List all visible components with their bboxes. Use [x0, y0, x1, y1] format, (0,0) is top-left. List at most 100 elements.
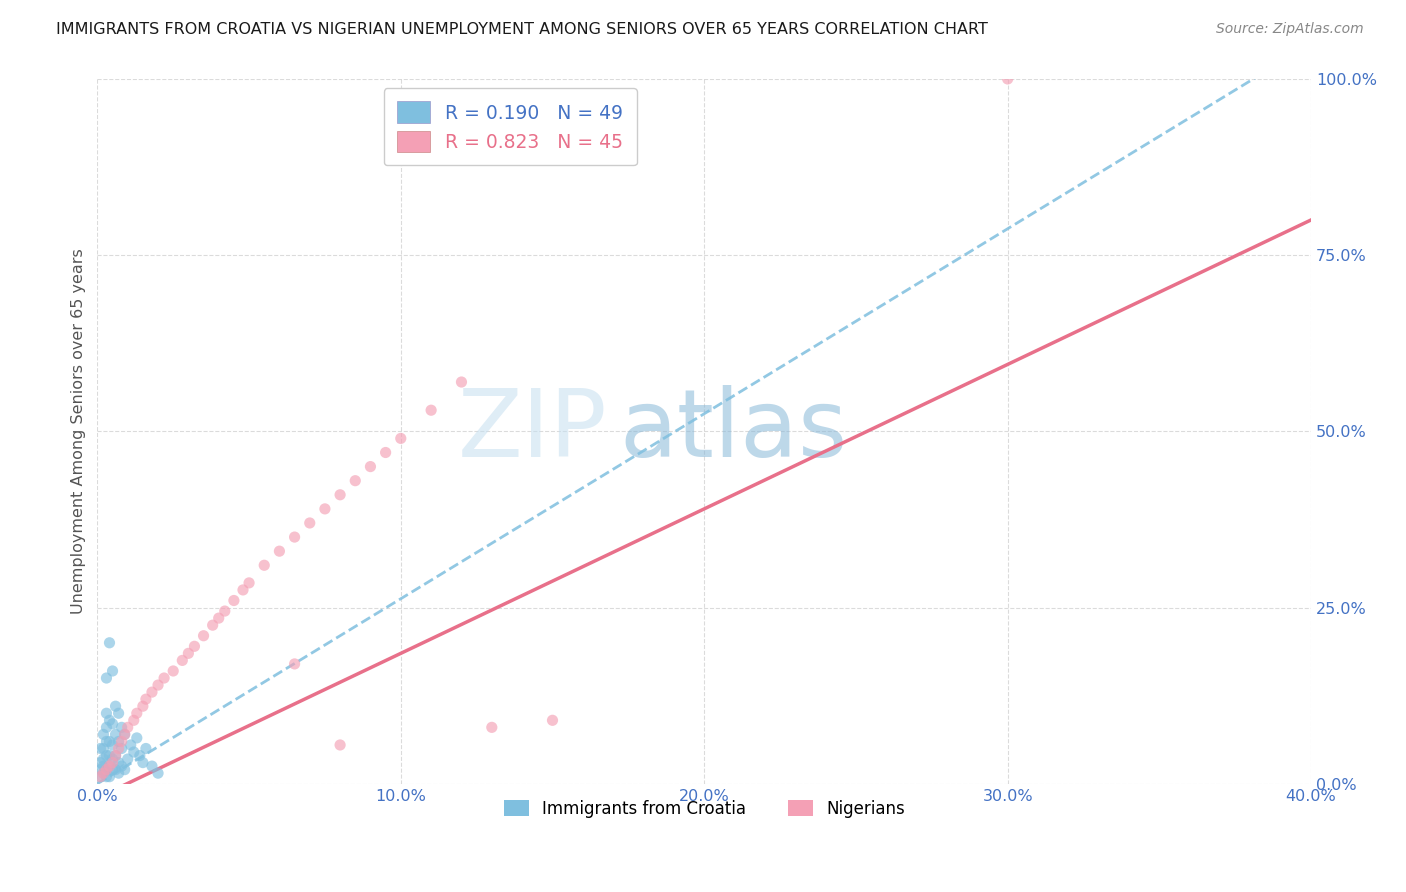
- Point: [101, 763, 124, 777]
- Point: [89, 763, 111, 777]
- Point: [481, 720, 503, 734]
- Point: [93, 766, 115, 780]
- Point: [96, 763, 118, 777]
- Point: [96, 770, 118, 784]
- Point: [374, 445, 396, 459]
- Point: [111, 734, 134, 748]
- Point: [132, 699, 155, 714]
- Point: [284, 657, 307, 671]
- Point: [89, 770, 111, 784]
- Point: [359, 459, 381, 474]
- Text: Source: ZipAtlas.com: Source: ZipAtlas.com: [1216, 22, 1364, 37]
- Point: [132, 756, 155, 770]
- Point: [107, 766, 129, 780]
- Point: [98, 734, 121, 748]
- Point: [104, 699, 127, 714]
- Y-axis label: Unemployment Among Seniors over 65 years: Unemployment Among Seniors over 65 years: [72, 249, 86, 615]
- Point: [104, 727, 127, 741]
- Point: [93, 727, 115, 741]
- Point: [89, 756, 111, 770]
- Point: [420, 403, 443, 417]
- Point: [111, 741, 134, 756]
- Point: [122, 745, 145, 759]
- Point: [89, 770, 111, 784]
- Point: [269, 544, 291, 558]
- Point: [238, 575, 260, 590]
- Point: [329, 488, 352, 502]
- Point: [201, 618, 224, 632]
- Point: [997, 72, 1019, 87]
- Point: [450, 375, 472, 389]
- Point: [107, 741, 129, 756]
- Point: [141, 685, 163, 699]
- Point: [344, 474, 367, 488]
- Point: [153, 671, 176, 685]
- Text: atlas: atlas: [619, 385, 848, 477]
- Point: [104, 748, 127, 763]
- Point: [96, 734, 118, 748]
- Point: [114, 727, 136, 741]
- Point: [98, 770, 121, 784]
- Text: ZIP: ZIP: [457, 385, 607, 477]
- Text: IMMIGRANTS FROM CROATIA VS NIGERIAN UNEMPLOYMENT AMONG SENIORS OVER 65 YEARS COR: IMMIGRANTS FROM CROATIA VS NIGERIAN UNEM…: [56, 22, 988, 37]
- Point: [101, 716, 124, 731]
- Point: [214, 604, 236, 618]
- Point: [284, 530, 307, 544]
- Point: [125, 706, 148, 721]
- Point: [93, 759, 115, 773]
- Point: [120, 738, 142, 752]
- Point: [107, 734, 129, 748]
- Point: [93, 766, 115, 780]
- Point: [101, 752, 124, 766]
- Point: [98, 759, 121, 773]
- Point: [111, 759, 134, 773]
- Point: [114, 763, 136, 777]
- Point: [117, 752, 139, 766]
- Point: [89, 741, 111, 756]
- Point: [101, 664, 124, 678]
- Point: [135, 692, 157, 706]
- Point: [98, 714, 121, 728]
- Point: [232, 582, 254, 597]
- Point: [104, 763, 127, 777]
- Point: [135, 741, 157, 756]
- Point: [107, 706, 129, 721]
- Point: [146, 766, 169, 780]
- Point: [208, 611, 231, 625]
- Point: [177, 646, 200, 660]
- Point: [298, 516, 321, 530]
- Point: [93, 741, 115, 756]
- Point: [98, 748, 121, 763]
- Point: [389, 431, 412, 445]
- Point: [125, 731, 148, 745]
- Point: [107, 756, 129, 770]
- Point: [146, 678, 169, 692]
- Legend: Immigrants from Croatia, Nigerians: Immigrants from Croatia, Nigerians: [496, 793, 911, 825]
- Point: [141, 759, 163, 773]
- Point: [162, 664, 184, 678]
- Point: [253, 558, 276, 573]
- Point: [96, 748, 118, 763]
- Point: [122, 714, 145, 728]
- Point: [114, 727, 136, 741]
- Point: [111, 720, 134, 734]
- Point: [104, 748, 127, 763]
- Point: [98, 759, 121, 773]
- Point: [117, 720, 139, 734]
- Point: [93, 752, 115, 766]
- Point: [96, 706, 118, 721]
- Point: [96, 763, 118, 777]
- Point: [193, 629, 215, 643]
- Point: [101, 738, 124, 752]
- Point: [98, 636, 121, 650]
- Point: [128, 748, 150, 763]
- Point: [101, 756, 124, 770]
- Point: [172, 653, 194, 667]
- Point: [314, 501, 336, 516]
- Point: [222, 593, 245, 607]
- Point: [96, 720, 118, 734]
- Point: [329, 738, 352, 752]
- Point: [96, 671, 118, 685]
- Point: [183, 640, 205, 654]
- Point: [541, 714, 564, 728]
